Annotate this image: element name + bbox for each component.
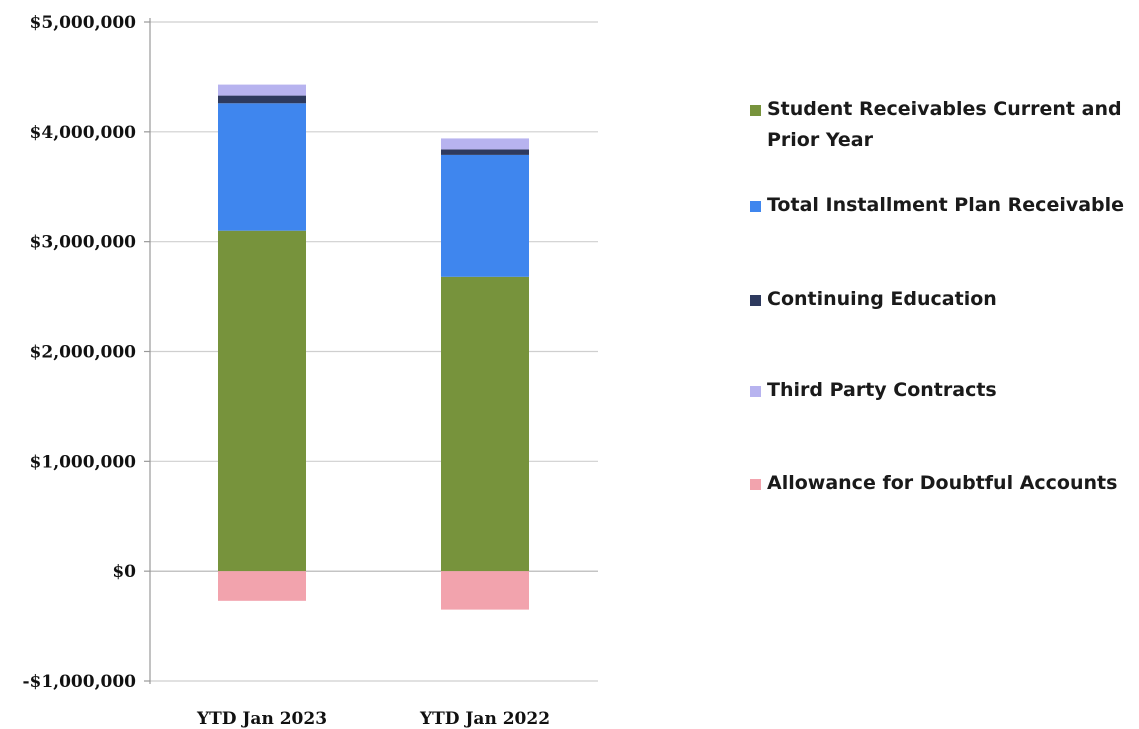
- y-tick-label: $4,000,000: [30, 123, 137, 143]
- legend-swatch: [750, 105, 761, 116]
- legend-item: Student Receivables Current and Prior Ye…: [750, 98, 1135, 156]
- x-category-label: YTD Jan 2022: [419, 709, 550, 729]
- y-tick-label: -$1,000,000: [22, 672, 136, 692]
- y-axis-ticks: $5,000,000 $4,000,000 $3,000,000 $2,000,000…: [22, 13, 150, 692]
- legend-label: Allowance for Doubtful Accounts: [767, 472, 1118, 494]
- bar-segment: [441, 149, 529, 155]
- legend-label: Total Installment Plan Receivable: [767, 194, 1125, 216]
- bar-segment: [441, 276, 529, 572]
- legend-swatch: [750, 295, 761, 306]
- y-tick-label: $1,000,000: [30, 452, 137, 472]
- y-tick-label: $0: [112, 562, 136, 582]
- bar-segment: [441, 571, 529, 610]
- bar-segment: [441, 138, 529, 150]
- y-tick-label: $5,000,000: [30, 13, 137, 33]
- legend-item: Third Party Contracts: [750, 379, 1135, 406]
- bar-segment: [218, 84, 306, 96]
- bar-segment: [218, 95, 306, 104]
- legend-item: Total Installment Plan Receivable: [750, 194, 1135, 221]
- bar-segment: [218, 571, 306, 601]
- bar-segment: [218, 103, 306, 231]
- legend-swatch: [750, 479, 761, 490]
- legend-label: Continuing Education: [767, 288, 997, 310]
- x-category-label: YTD Jan 2023: [196, 709, 327, 729]
- bar-segment: [441, 154, 529, 277]
- gridlines: [150, 21, 598, 682]
- legend-label: Third Party Contracts: [767, 379, 997, 401]
- y-tick-label: $2,000,000: [30, 343, 137, 363]
- legend-swatch: [750, 386, 761, 397]
- legend-label: Student Receivables Current and Prior Ye…: [767, 98, 1122, 151]
- legend-item: Allowance for Doubtful Accounts: [750, 472, 1135, 499]
- x-axis-labels: YTD Jan 2023 YTD Jan 2022: [196, 709, 550, 729]
- legend-swatch: [750, 201, 761, 212]
- bars: [218, 84, 529, 610]
- y-tick-label: $3,000,000: [30, 233, 137, 253]
- bar-segment: [218, 230, 306, 572]
- legend-item: Continuing Education: [750, 288, 1135, 315]
